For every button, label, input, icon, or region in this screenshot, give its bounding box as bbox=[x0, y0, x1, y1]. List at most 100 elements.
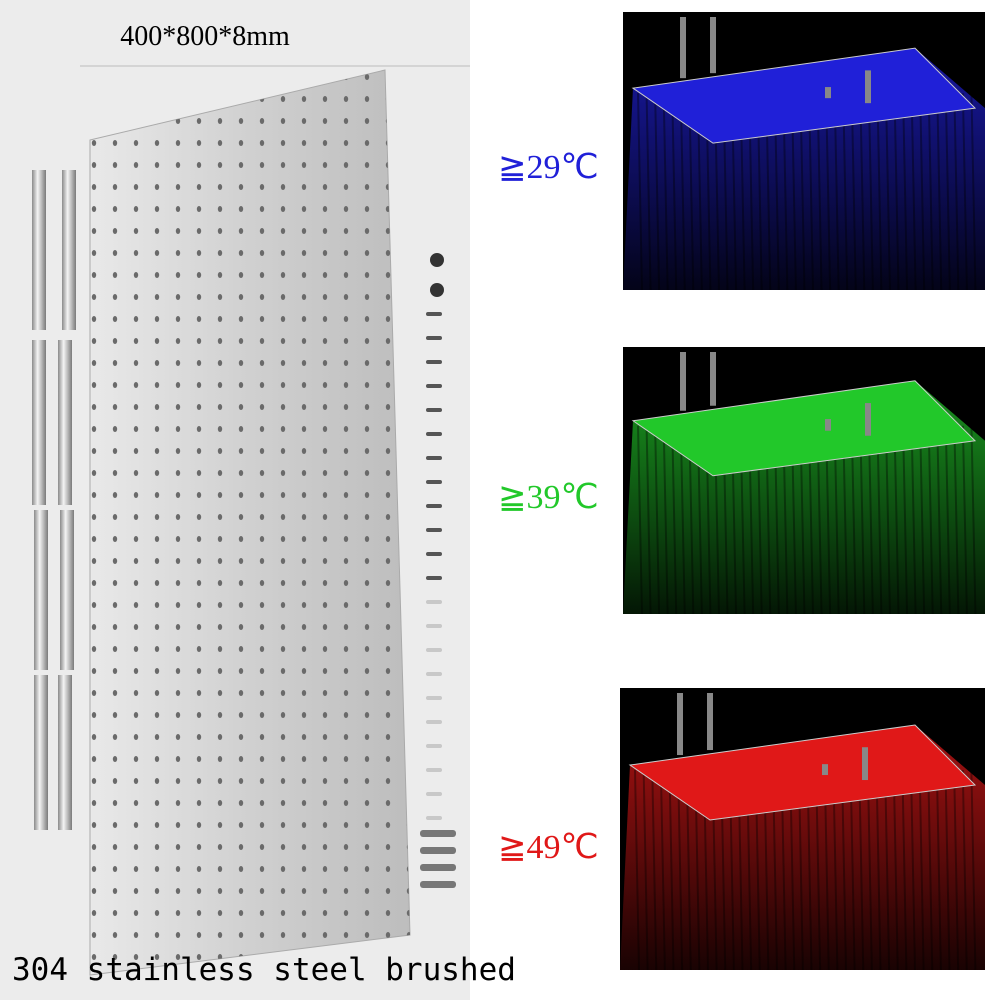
rain-streak bbox=[859, 425, 866, 615]
rod bbox=[825, 87, 831, 99]
rain-streak bbox=[970, 425, 977, 615]
jet bbox=[426, 768, 442, 772]
rain-streak bbox=[953, 425, 960, 615]
rain-streak bbox=[671, 425, 678, 615]
jet bbox=[426, 672, 442, 676]
rod bbox=[680, 352, 686, 411]
rain-streak bbox=[850, 93, 857, 291]
rain-streak bbox=[902, 425, 909, 615]
fitting bbox=[420, 881, 456, 888]
rod bbox=[862, 747, 868, 781]
rain-streak bbox=[910, 93, 917, 291]
rod bbox=[680, 17, 686, 79]
led-photos: ≧29℃ ≧39℃ ≧49℃ bbox=[498, 12, 985, 971]
rain-streak bbox=[935, 770, 942, 971]
rain-streak bbox=[679, 93, 686, 291]
jet bbox=[426, 384, 442, 388]
jet bbox=[426, 336, 442, 340]
rain-streak bbox=[668, 770, 675, 971]
rod bbox=[865, 403, 871, 436]
rain-streak bbox=[919, 93, 926, 291]
jet bbox=[426, 504, 442, 508]
rain-streak bbox=[919, 425, 926, 615]
jet bbox=[426, 432, 442, 436]
rod bbox=[677, 693, 683, 756]
jet bbox=[426, 480, 442, 484]
rod bbox=[710, 352, 716, 406]
shower-panel bbox=[89, 69, 456, 976]
rain-streak bbox=[936, 425, 943, 615]
jet bbox=[426, 312, 442, 316]
jet bbox=[426, 360, 442, 364]
pipe bbox=[34, 675, 48, 830]
rain-streak bbox=[961, 93, 968, 291]
rain-streak bbox=[634, 770, 640, 971]
rain-streak bbox=[884, 770, 891, 971]
rain-streak bbox=[858, 770, 865, 971]
jet bbox=[426, 528, 442, 532]
rain-streak bbox=[893, 425, 900, 615]
rain-streak bbox=[892, 770, 899, 971]
rain-streak bbox=[671, 93, 678, 291]
material: 304 stainless steel brushed bbox=[12, 952, 516, 988]
dimensions: 400*800*8mm bbox=[120, 21, 290, 52]
rain-streak bbox=[970, 770, 977, 971]
jet bbox=[426, 744, 442, 748]
rain-streak bbox=[910, 770, 916, 971]
rain-streak bbox=[884, 425, 891, 615]
rain-streak bbox=[637, 93, 643, 291]
rain-streak bbox=[944, 93, 951, 291]
rain-streak bbox=[944, 770, 951, 971]
rain-streak bbox=[876, 425, 883, 615]
rain-streak bbox=[679, 425, 686, 615]
rod bbox=[822, 764, 828, 776]
lit-panel bbox=[628, 724, 977, 821]
fitting bbox=[420, 847, 456, 854]
rain-streak bbox=[867, 93, 874, 291]
pipe bbox=[58, 675, 72, 830]
panel-holes bbox=[90, 70, 410, 975]
rain-streak bbox=[651, 770, 658, 971]
rain-streak bbox=[884, 93, 891, 291]
rain-streak bbox=[677, 770, 684, 971]
rain-streak bbox=[875, 770, 882, 971]
rain-streak bbox=[893, 93, 900, 291]
pipe bbox=[32, 340, 46, 505]
rain-streak bbox=[910, 425, 917, 615]
rain-streak bbox=[953, 770, 960, 971]
rod bbox=[710, 17, 716, 74]
jet bbox=[426, 792, 442, 796]
rain-streak bbox=[866, 770, 873, 971]
rain-streak bbox=[659, 770, 666, 971]
rain-streak bbox=[849, 770, 856, 971]
temperature-label: ≧49℃ bbox=[498, 829, 599, 866]
rain-streak bbox=[662, 93, 669, 291]
pipe bbox=[34, 510, 48, 670]
jet bbox=[426, 624, 442, 628]
fitting bbox=[420, 830, 456, 837]
knob bbox=[430, 253, 444, 267]
jet bbox=[426, 552, 442, 556]
rain-streak bbox=[961, 770, 968, 971]
jet bbox=[426, 600, 442, 604]
lit-panel bbox=[631, 380, 977, 477]
rain-streak bbox=[918, 770, 925, 971]
rain-streak bbox=[654, 425, 661, 615]
jet bbox=[426, 696, 442, 700]
fitting bbox=[420, 864, 456, 871]
rain-streak bbox=[902, 93, 909, 291]
rain-streak bbox=[867, 425, 874, 615]
temperature-label: ≧39℃ bbox=[498, 479, 599, 516]
rain-streak bbox=[859, 93, 866, 291]
rain-streak bbox=[936, 93, 943, 291]
rain-streak bbox=[876, 93, 883, 291]
jet bbox=[426, 456, 442, 460]
rain-streak bbox=[927, 93, 934, 291]
rain-streak bbox=[645, 93, 652, 291]
jet bbox=[426, 408, 442, 412]
jet bbox=[426, 816, 442, 820]
rain-streak bbox=[841, 770, 847, 971]
pipe bbox=[62, 170, 76, 330]
